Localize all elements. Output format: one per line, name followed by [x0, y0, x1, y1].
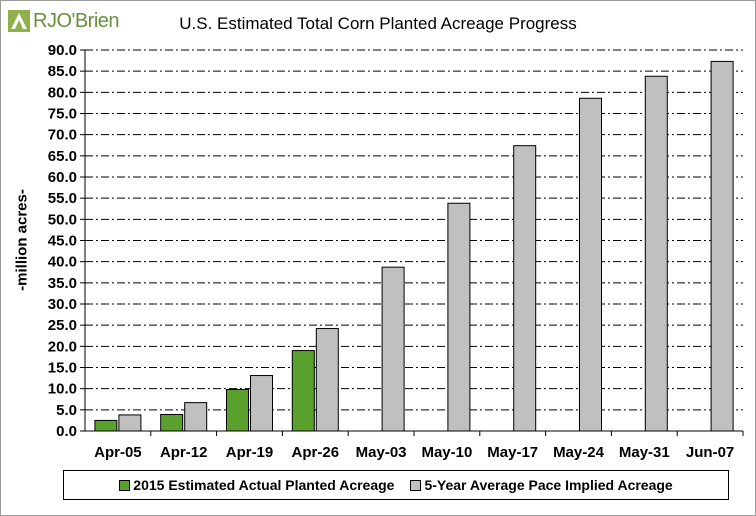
plot-area: 0.0 5.0 10.0 15.0 20.0 25.0 30.0 35.0 40.0 45.0 50… [48, 42, 744, 461]
y-tick-label: 0.0 [56, 423, 77, 440]
brand-logo: RJO'Brien [8, 8, 120, 34]
legend-item-2015: 2015 Estimated Actual Planted Acreage [119, 477, 394, 493]
y-tick-label: 60.0 [48, 169, 77, 186]
chart-title: U.S. Estimated Total Corn Planted Acreag… [179, 14, 577, 33]
bar-2015-apr-26 [291, 350, 315, 432]
bar-5yr-may-17 [513, 145, 537, 432]
bar-2015-apr-19 [226, 389, 249, 432]
x-tick-label: May-17 [487, 444, 538, 461]
legend-swatch-5yr [410, 479, 422, 491]
legend: 2015 Estimated Actual Planted Acreage 5-… [63, 470, 729, 500]
y-tick-label: 5.0 [56, 402, 77, 419]
legend-label-5yr: 5-Year Average Pace Implied Acreage [424, 477, 673, 493]
x-tick-label: May-03 [356, 444, 407, 461]
x-tick-label: Jun-07 [686, 444, 734, 461]
y-tick-label: 10.0 [48, 381, 77, 398]
legend-swatch-2015 [119, 479, 131, 491]
bar-5yr-may-31 [644, 75, 668, 432]
bar-2015-apr-12 [160, 413, 184, 432]
y-tick-label: 45.0 [48, 233, 77, 250]
bar-2015-apr-05 [94, 419, 118, 432]
x-tick-label: Apr-19 [226, 444, 274, 461]
y-tick-label: 70.0 [48, 127, 77, 144]
bar-5yr-apr-05 [118, 414, 142, 432]
y-tick-label: 30.0 [48, 296, 77, 313]
logo-text: RJO'Brien [33, 9, 120, 32]
y-tick-label: 75.0 [48, 106, 77, 123]
y-tick-label: 40.0 [48, 254, 77, 271]
x-tick-label: May-10 [421, 444, 472, 461]
y-tick-label: 50.0 [48, 211, 77, 228]
logo-mark-icon [8, 10, 30, 32]
y-tick-label: 90.0 [48, 42, 77, 59]
y-tick-label: 15.0 [48, 360, 77, 377]
x-tick-label: Apr-26 [292, 444, 340, 461]
bar-5yr-apr-19 [250, 375, 273, 432]
x-tick-label: Apr-12 [160, 444, 208, 461]
x-tick-label: Apr-05 [94, 444, 142, 461]
x-tick-label: May-31 [619, 444, 670, 461]
bar-5yr-apr-12 [184, 402, 208, 432]
y-tick-label: 20.0 [48, 338, 77, 355]
bar-5yr-may-24 [579, 97, 602, 432]
y-tick-label: 55.0 [48, 190, 77, 207]
x-tick-label: May-24 [553, 444, 605, 461]
legend-label-2015: 2015 Estimated Actual Planted Acreage [133, 477, 395, 493]
bar-5yr-jun-07 [710, 60, 734, 432]
y-tick-label: 85.0 [48, 63, 77, 80]
y-tick-label: 80.0 [48, 84, 77, 101]
bar-5yr-may-10 [447, 202, 471, 432]
bar-5yr-apr-26 [315, 328, 339, 432]
bar-5yr-may-03 [381, 266, 405, 432]
y-tick-label: 65.0 [48, 148, 77, 165]
y-tick-label: 25.0 [48, 317, 77, 334]
legend-item-5yr: 5-Year Average Pace Implied Acreage [410, 477, 673, 493]
y-tick-label: 35.0 [48, 275, 77, 292]
